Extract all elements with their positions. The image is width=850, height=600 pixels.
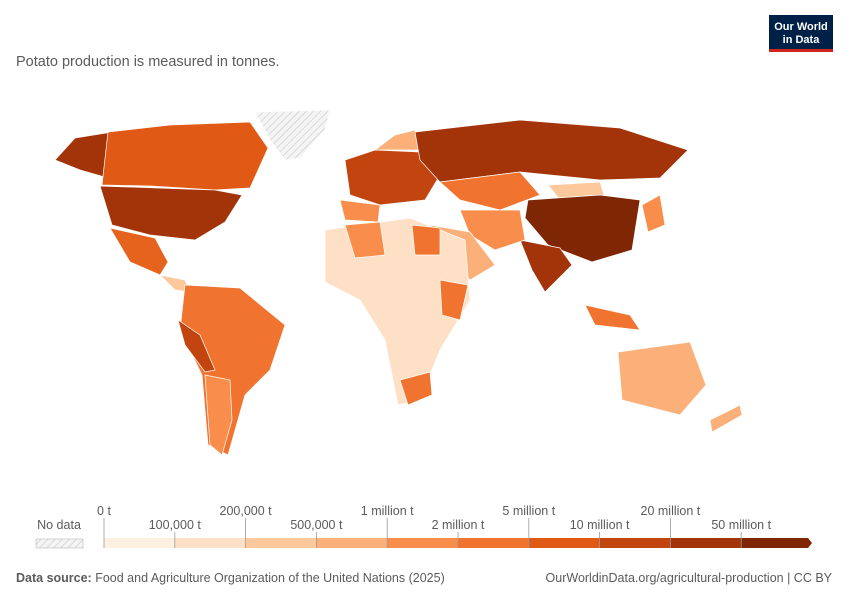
legend-swatch [316,538,388,548]
legend-swatch [174,538,246,548]
legend-swatch [104,538,175,548]
source-text: Food and Agriculture Organization of the… [95,571,445,585]
legend-label: 200,000 t [220,504,273,518]
legend-swatch [599,538,671,548]
source-label: Data source: [16,571,92,585]
no-data-label: No data [37,518,81,532]
legend-swatch [458,538,529,548]
legend-label: 100,000 t [149,518,202,532]
source: Data source: Food and Agriculture Organi… [16,571,445,585]
legend: No data 0 t 100,000 t 200,000 t 500,000 t 1 … [35,504,812,549]
legend-label: 20 million t [641,504,701,518]
subtitle: Potato production is measured in tonnes. [16,54,280,70]
legend-label: 5 million t [502,504,555,518]
legend-label: 0 t [97,504,111,518]
logo-line: Our World [774,21,828,33]
legend-label: 50 million t [711,518,771,532]
legend-label: 1 million t [361,504,414,518]
world-map [54,109,743,456]
logo: Our World in Data [769,15,833,52]
legend-label: 500,000 t [290,518,343,532]
legend-swatch [387,538,458,548]
legend-swatch [670,538,742,548]
legend-swatch [741,538,812,548]
legend-swatch [528,538,600,548]
legend-swatch [245,538,317,548]
legend-label: 10 million t [570,518,630,532]
no-data-swatch [35,538,84,549]
url: OurWorldinData.org/agricultural-producti… [546,571,833,585]
logo-line: in Data [783,34,821,46]
legend-label: 2 million t [432,518,485,532]
